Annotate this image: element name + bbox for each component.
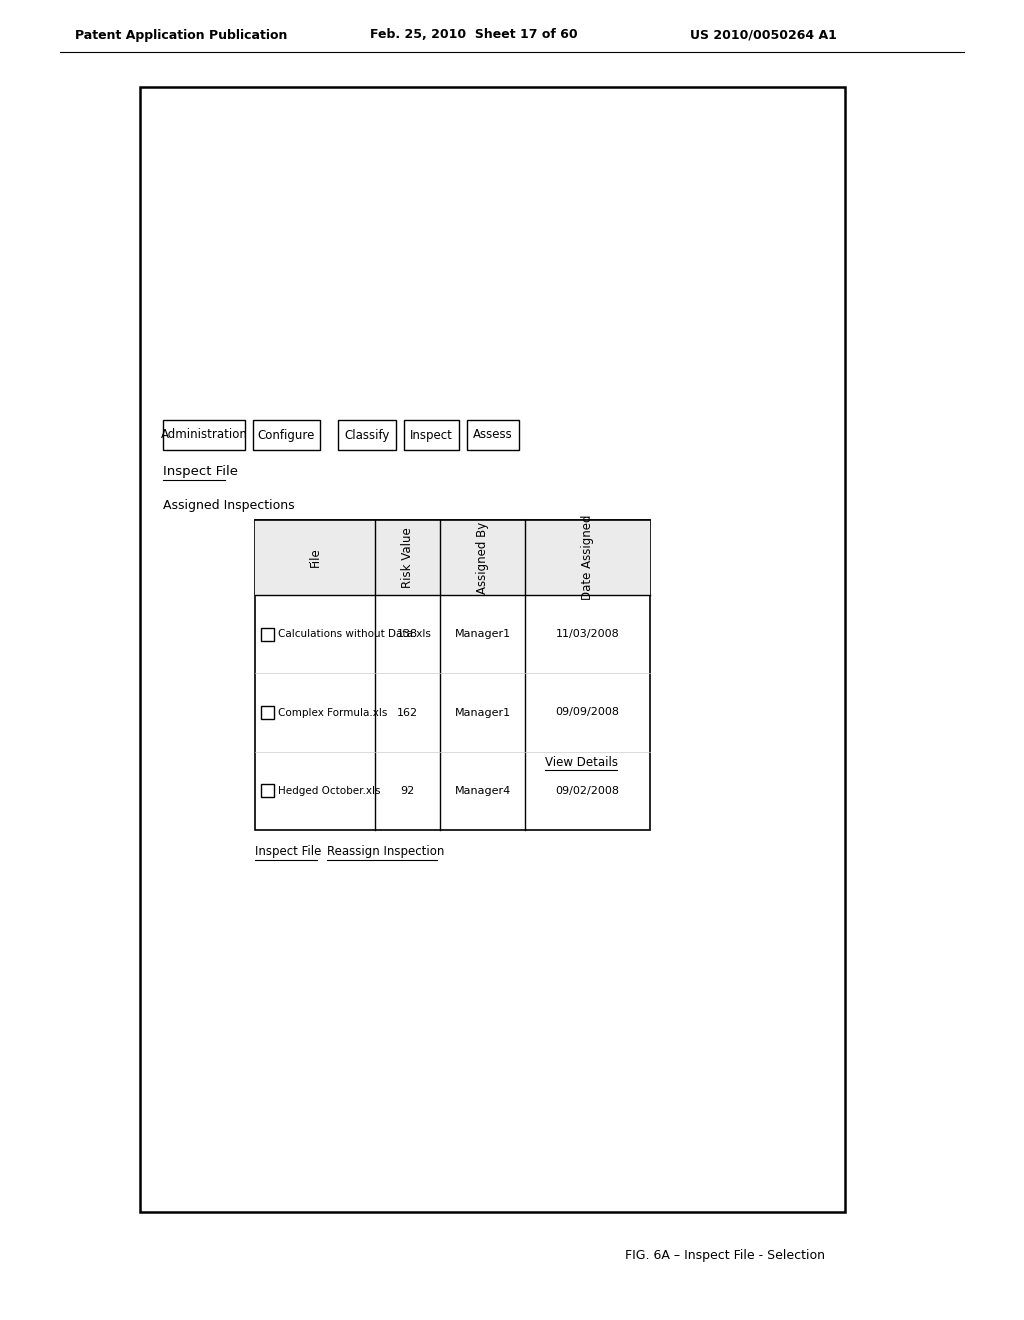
Text: Risk Value: Risk Value — [401, 527, 414, 587]
Text: File: File — [308, 548, 322, 568]
Text: Patent Application Publication: Patent Application Publication — [75, 29, 288, 41]
Text: Configure: Configure — [258, 429, 315, 441]
Text: 09/09/2008: 09/09/2008 — [555, 708, 620, 718]
Text: FIG. 6A – Inspect File - Selection: FIG. 6A – Inspect File - Selection — [625, 1249, 825, 1262]
Text: 138: 138 — [397, 630, 418, 639]
Text: Classify: Classify — [344, 429, 390, 441]
Text: Reassign Inspection: Reassign Inspection — [327, 846, 444, 858]
Text: Inspect File: Inspect File — [255, 846, 322, 858]
Bar — [255, 520, 650, 595]
Bar — [261, 784, 274, 797]
Text: US 2010/0050264 A1: US 2010/0050264 A1 — [690, 29, 837, 41]
Text: 162: 162 — [397, 708, 418, 718]
Text: 92: 92 — [400, 785, 415, 796]
Text: Manager1: Manager1 — [455, 630, 511, 639]
Text: Inspect: Inspect — [410, 429, 453, 441]
Text: Assigned By: Assigned By — [476, 521, 489, 594]
Text: View Details: View Details — [545, 755, 618, 768]
Bar — [140, 87, 845, 1212]
Text: Inspect File: Inspect File — [163, 466, 238, 479]
Bar — [467, 420, 519, 450]
Text: Assess: Assess — [473, 429, 513, 441]
Text: 09/02/2008: 09/02/2008 — [555, 785, 620, 796]
Text: Manager1: Manager1 — [455, 708, 511, 718]
Text: Assigned Inspections: Assigned Inspections — [163, 499, 295, 511]
Text: Calculations without Data.xls: Calculations without Data.xls — [278, 630, 431, 639]
Text: Administration: Administration — [161, 429, 248, 441]
Text: Date Assigned: Date Assigned — [581, 515, 594, 601]
Bar — [253, 420, 319, 450]
Text: Manager4: Manager4 — [455, 785, 511, 796]
Bar — [163, 420, 245, 450]
Text: 11/03/2008: 11/03/2008 — [556, 630, 620, 639]
Bar — [255, 520, 650, 830]
Bar — [261, 706, 274, 719]
Text: Hedged October.xls: Hedged October.xls — [278, 785, 381, 796]
Bar — [261, 628, 274, 640]
Bar — [338, 420, 396, 450]
Bar — [404, 420, 459, 450]
Text: Feb. 25, 2010  Sheet 17 of 60: Feb. 25, 2010 Sheet 17 of 60 — [370, 29, 578, 41]
Text: Complex Formula.xls: Complex Formula.xls — [278, 708, 387, 718]
